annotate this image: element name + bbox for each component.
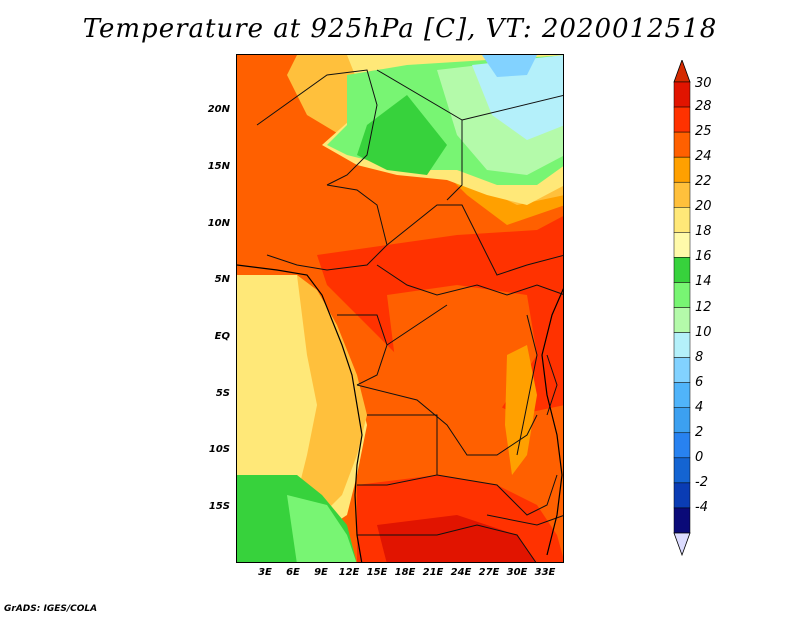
lon-label: 12E bbox=[338, 567, 360, 578]
colorbar-label: 16 bbox=[695, 249, 712, 265]
colorbar-box bbox=[673, 307, 691, 333]
colorbar-box bbox=[673, 207, 691, 233]
north-cyan-zone bbox=[472, 55, 563, 140]
colorbar-label: 12 bbox=[695, 299, 712, 315]
lat-label: 20N bbox=[207, 104, 230, 115]
colorbar-label: 14 bbox=[695, 274, 712, 290]
atlantic-warm-strip bbox=[297, 275, 367, 515]
colorbar-box bbox=[673, 457, 691, 484]
colorbar-box bbox=[673, 407, 691, 434]
colorbar-label: 8 bbox=[695, 349, 704, 365]
lat-label: 5N bbox=[214, 274, 230, 285]
lat-label: 10N bbox=[207, 218, 230, 229]
colorbar-box bbox=[673, 332, 691, 358]
lon-label: 33E bbox=[534, 567, 556, 578]
colorbar-box bbox=[673, 282, 691, 308]
temperature-field-map bbox=[237, 55, 563, 562]
colorbar-label: -2 bbox=[695, 474, 708, 490]
map-panel bbox=[236, 54, 564, 563]
colorbar-label: 2 bbox=[695, 424, 704, 440]
colorbar-label: 25 bbox=[695, 124, 712, 140]
lon-label: 27E bbox=[478, 567, 500, 578]
map-title: Temperature at 925hPa [C], VT: 202001251… bbox=[82, 14, 718, 44]
colorbar-label: -4 bbox=[695, 499, 708, 515]
colorbar-box bbox=[673, 131, 691, 158]
lon-label: 15E bbox=[366, 567, 388, 578]
colorbar bbox=[673, 60, 691, 557]
colorbar-label: 0 bbox=[695, 449, 704, 465]
north-blue-zone bbox=[482, 55, 537, 77]
colorbar-label: 18 bbox=[695, 224, 712, 240]
lon-label: 24E bbox=[450, 567, 472, 578]
colorbar-box bbox=[673, 482, 691, 509]
eastern-coastline bbox=[541, 288, 563, 556]
colorbar-box bbox=[673, 357, 691, 383]
coastline bbox=[237, 264, 363, 562]
colorbar-box bbox=[673, 232, 691, 258]
colorbar-box bbox=[673, 257, 691, 283]
lon-label: 3E bbox=[258, 567, 272, 578]
colorbar-box bbox=[673, 382, 691, 408]
colorbar-box bbox=[673, 156, 691, 183]
grads-credit: GrADS: IGES/COLA bbox=[4, 604, 98, 614]
colorbar-max-arrow bbox=[673, 60, 691, 83]
colorbar-label: 4 bbox=[695, 399, 704, 415]
north-dark-green bbox=[357, 95, 447, 175]
lat-label: EQ bbox=[214, 331, 230, 342]
country-borders bbox=[256, 69, 563, 562]
colorbar-box bbox=[673, 432, 691, 459]
colorbar-min-arrow bbox=[673, 532, 691, 557]
lon-label: 21E bbox=[422, 567, 444, 578]
congo-basin-warm bbox=[387, 285, 537, 415]
lat-label: 15N bbox=[207, 161, 230, 172]
lat-label: 10S bbox=[208, 444, 230, 455]
colorbar-label: 22 bbox=[695, 174, 712, 190]
southwest-light-green bbox=[287, 495, 357, 562]
southern-core bbox=[377, 515, 536, 562]
colorbar-box bbox=[673, 81, 691, 108]
lon-label: 9E bbox=[314, 567, 328, 578]
colorbar-box bbox=[673, 106, 691, 133]
lat-label: 15S bbox=[208, 501, 230, 512]
lon-label: 6E bbox=[286, 567, 300, 578]
lat-label: 5S bbox=[215, 388, 230, 399]
lon-label: 18E bbox=[394, 567, 416, 578]
colorbar-label: 20 bbox=[695, 199, 712, 215]
colorbar-label: 24 bbox=[695, 149, 712, 165]
colorbar-box bbox=[673, 181, 691, 208]
colorbar-label: 30 bbox=[695, 76, 712, 91]
east-lakes-cool bbox=[505, 345, 537, 475]
colorbar-label: 6 bbox=[695, 374, 704, 390]
colorbar-label: 28 bbox=[695, 99, 712, 115]
colorbar-label: 10 bbox=[695, 324, 712, 340]
colorbar-box bbox=[673, 507, 691, 534]
lon-label: 30E bbox=[506, 567, 528, 578]
